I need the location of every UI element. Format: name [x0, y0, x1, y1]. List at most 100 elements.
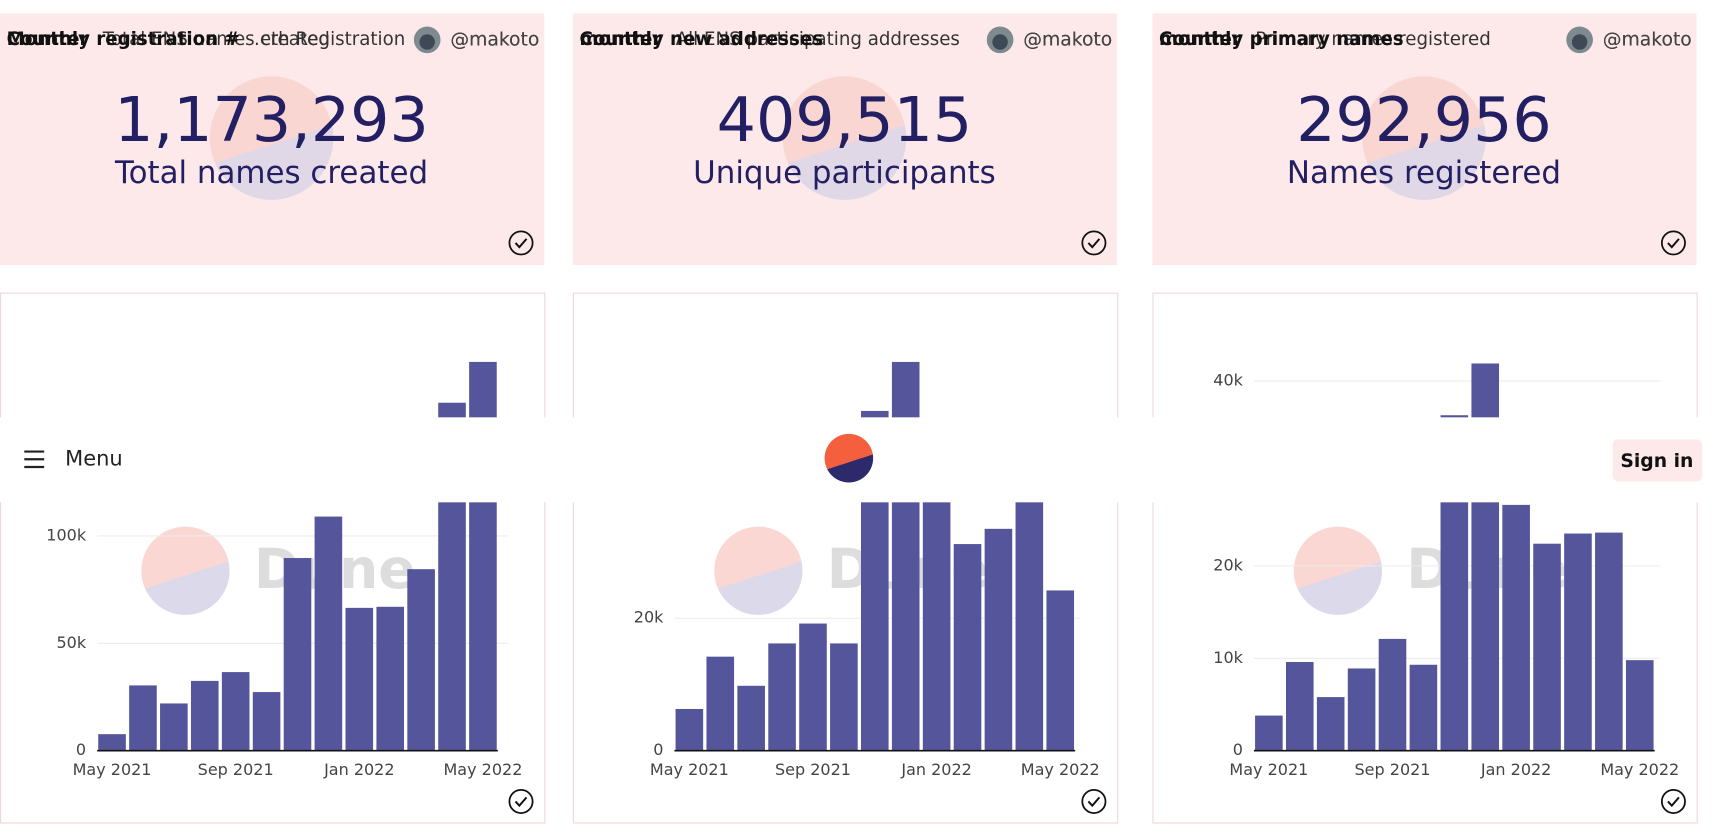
bar	[1285, 661, 1314, 751]
check-icon	[508, 230, 534, 256]
x-tick-label: Sep 2021	[775, 760, 851, 779]
x-tick-label: Jan 2022	[323, 760, 394, 779]
bar	[1409, 664, 1438, 751]
x-tick-label: May 2021	[650, 760, 729, 779]
bar	[1316, 697, 1345, 751]
bar	[1595, 532, 1623, 751]
bar	[922, 472, 951, 751]
bar	[1255, 715, 1283, 751]
check-mark	[1667, 796, 1680, 808]
author[interactable]: @makoto	[450, 29, 539, 50]
y-tick-label: 0	[653, 740, 663, 759]
bar	[1347, 668, 1376, 751]
check-icon	[1081, 789, 1107, 814]
bar	[768, 643, 796, 751]
check-mark	[1087, 238, 1101, 249]
check-mark	[514, 238, 528, 249]
bar	[376, 606, 405, 751]
bar	[407, 569, 435, 751]
watermark-logo	[1362, 76, 1486, 200]
bar	[283, 558, 312, 751]
bar	[98, 734, 126, 751]
author[interactable]: @makoto	[450, 29, 539, 50]
bar	[1015, 485, 1044, 751]
author[interactable]: @makoto	[1023, 29, 1112, 50]
avatar-face	[419, 34, 435, 50]
avatar-face	[992, 34, 1008, 50]
author[interactable]: @makoto	[1603, 29, 1692, 50]
bar	[799, 623, 827, 751]
x-tick-label: Jan 2022	[1480, 760, 1551, 779]
avatar-face	[1571, 34, 1588, 50]
watermark-logo	[141, 526, 230, 615]
bar	[190, 680, 219, 751]
bar	[160, 703, 188, 751]
y-tick-label: 0	[1233, 740, 1243, 759]
check-icon	[1660, 789, 1686, 814]
panel-label: Counter	[7, 29, 89, 50]
x-tick-label: Sep 2021	[1355, 760, 1431, 779]
bar	[129, 685, 157, 751]
bar	[984, 528, 1013, 751]
panel-label: monthly primary names	[1159, 29, 1404, 50]
counter-value: 409,515	[717, 84, 973, 156]
bar	[314, 516, 343, 751]
bar	[1625, 660, 1654, 751]
author[interactable]: @makoto	[1023, 29, 1112, 50]
panel-label: Counter	[580, 29, 662, 50]
x-tick-label: May 2022	[1021, 760, 1100, 779]
panel-title: Primary names registered	[1255, 29, 1491, 50]
check-icon	[508, 789, 534, 814]
check-mark	[1667, 238, 1680, 249]
counter-value: 292,956	[1296, 84, 1552, 156]
dune-logo[interactable]	[824, 433, 874, 483]
y-tick-label: 100k	[46, 525, 87, 544]
y-tick-label: 10k	[1213, 648, 1243, 667]
counter-caption: Total names created	[114, 155, 428, 191]
x-tick-label: May 2021	[1229, 760, 1308, 779]
check-icon	[1660, 230, 1686, 256]
watermark-logo	[714, 526, 803, 615]
author[interactable]: @makoto	[1603, 29, 1692, 50]
y-tick-label: 20k	[1213, 555, 1243, 574]
counter-caption: Names registered	[1287, 155, 1561, 191]
check-icon	[1081, 230, 1107, 256]
y-tick-label: 50k	[56, 633, 86, 652]
bar	[221, 672, 250, 751]
bar	[345, 607, 374, 751]
sign-in-button[interactable]	[1612, 439, 1703, 482]
bar	[953, 544, 982, 751]
bar	[675, 708, 704, 751]
watermark-logo	[782, 76, 907, 200]
check-mark	[1087, 796, 1101, 808]
bar	[830, 643, 858, 751]
watermark-logo	[1293, 526, 1383, 615]
x-tick-label: May 2022	[443, 760, 522, 779]
bar	[252, 692, 281, 751]
bar	[1533, 543, 1561, 751]
bar	[1378, 638, 1407, 751]
x-tick-label: May 2022	[1600, 760, 1679, 779]
panel-title: .eth Registration	[254, 29, 405, 50]
sign-in-label[interactable]: Sign in	[1620, 451, 1693, 472]
panel-title: All ENS participating addresses	[676, 29, 960, 50]
watermark-logo	[209, 76, 334, 200]
counter-value: 1,173,293	[114, 84, 429, 156]
y-tick-label: 40k	[1213, 371, 1243, 390]
x-tick-label: May 2021	[73, 760, 152, 779]
y-tick-label: 0	[76, 740, 86, 759]
panel-label: Monthly registration #	[7, 29, 240, 50]
bar	[706, 656, 735, 751]
panel-title: Total ENS names created	[102, 29, 330, 50]
menu-label[interactable]: Menu	[65, 446, 123, 470]
bar	[1502, 504, 1530, 751]
counter-caption: Unique participants	[693, 155, 996, 191]
bar	[1046, 590, 1075, 751]
y-tick-label: 20k	[634, 608, 664, 627]
bar	[1564, 533, 1592, 751]
check-mark	[514, 796, 528, 808]
panel-label: Counter	[1159, 29, 1241, 50]
x-tick-label: Jan 2022	[900, 760, 971, 779]
x-tick-label: Sep 2021	[198, 760, 274, 779]
